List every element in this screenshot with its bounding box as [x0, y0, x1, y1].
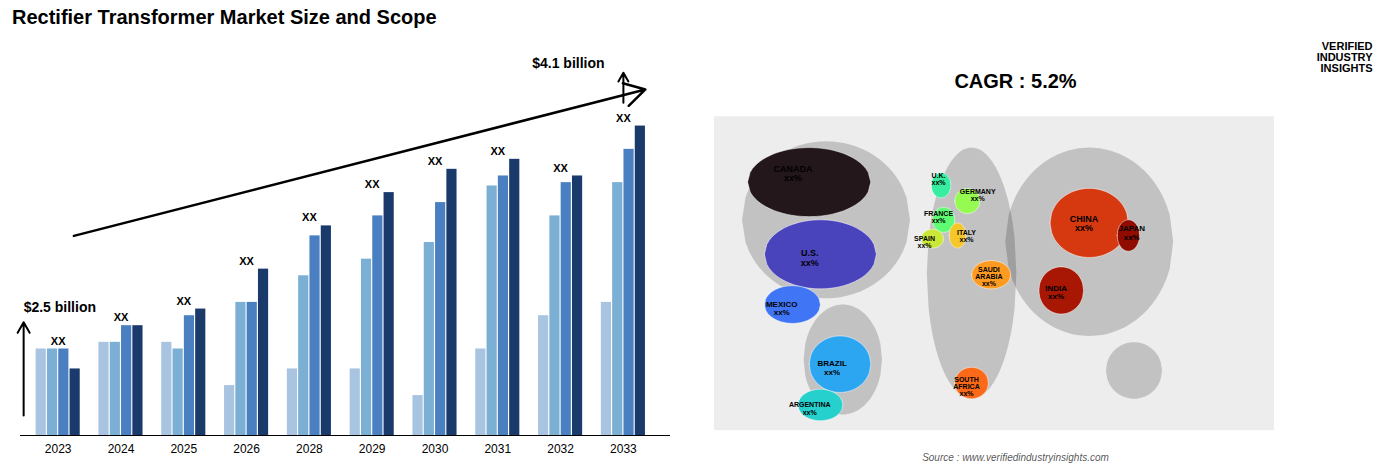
svg-text:$2.5 billion: $2.5 billion	[24, 299, 96, 315]
svg-text:ITALYxx%: ITALYxx%	[957, 229, 976, 243]
svg-text:CANADAxx%: CANADAxx%	[773, 164, 812, 183]
svg-text:MEXICOxx%: MEXICOxx%	[766, 300, 798, 317]
svg-text:Source : www.verifiedindustryi: Source : www.verifiedindustryinsights.co…	[922, 452, 1109, 463]
svg-text:FRANCExx%: FRANCExx%	[924, 210, 953, 224]
svg-text:$4.1 billion: $4.1 billion	[532, 55, 604, 71]
svg-text:XX: XX	[428, 155, 443, 167]
svg-text:U.K.xx%: U.K.xx%	[931, 172, 946, 186]
svg-text:VERIFIEDINDUSTRYINSIGHTS: VERIFIEDINDUSTRYINSIGHTS	[1317, 40, 1373, 74]
svg-text:XX: XX	[176, 295, 191, 307]
svg-text:2033: 2033	[610, 442, 637, 456]
svg-text:2024: 2024	[108, 442, 135, 456]
html-text:Rectifier Transformer Market S: Rectifier Transformer Market Size and Sc…	[12, 6, 437, 28]
svg-text:2025: 2025	[170, 442, 197, 456]
svg-text:XX: XX	[302, 211, 317, 223]
svg-text:CHINAxx%: CHINAxx%	[1070, 214, 1099, 233]
svg-text:XX: XX	[114, 311, 129, 323]
svg-text:2032: 2032	[547, 442, 574, 456]
svg-text:2029: 2029	[359, 442, 386, 456]
svg-text:SOUTHAFRICAxx%: SOUTHAFRICAxx%	[953, 376, 979, 398]
svg-text:SPAINxx%: SPAINxx%	[914, 235, 935, 249]
svg-text:CAGR : 5.2%: CAGR : 5.2%	[954, 70, 1076, 92]
svg-text:XX: XX	[365, 178, 380, 190]
svg-text:XX: XX	[616, 112, 631, 124]
svg-text:2030: 2030	[422, 442, 449, 456]
svg-text:2026: 2026	[233, 442, 260, 456]
svg-text:SAUDIARABIAxx%: SAUDIARABIAxx%	[975, 266, 1002, 288]
svg-text:U.S.xx%: U.S.xx%	[801, 248, 819, 267]
svg-text:2031: 2031	[484, 442, 511, 456]
svg-text:JAPANxx%: JAPANxx%	[1118, 224, 1145, 241]
svg-text:ARGENTINAxx%: ARGENTINAxx%	[789, 401, 831, 415]
svg-text:2023: 2023	[45, 442, 72, 456]
svg-text:2028: 2028	[296, 442, 323, 456]
svg-text:XX: XX	[51, 335, 66, 347]
svg-text:INDIAxx%: INDIAxx%	[1045, 284, 1067, 301]
svg-text:BRAZILxx%: BRAZILxx%	[817, 359, 846, 376]
svg-text:XX: XX	[239, 255, 254, 267]
svg-text:XX: XX	[553, 161, 568, 173]
svg-text:GERMANYxx%: GERMANYxx%	[960, 188, 996, 202]
svg-text:XX: XX	[490, 145, 505, 157]
